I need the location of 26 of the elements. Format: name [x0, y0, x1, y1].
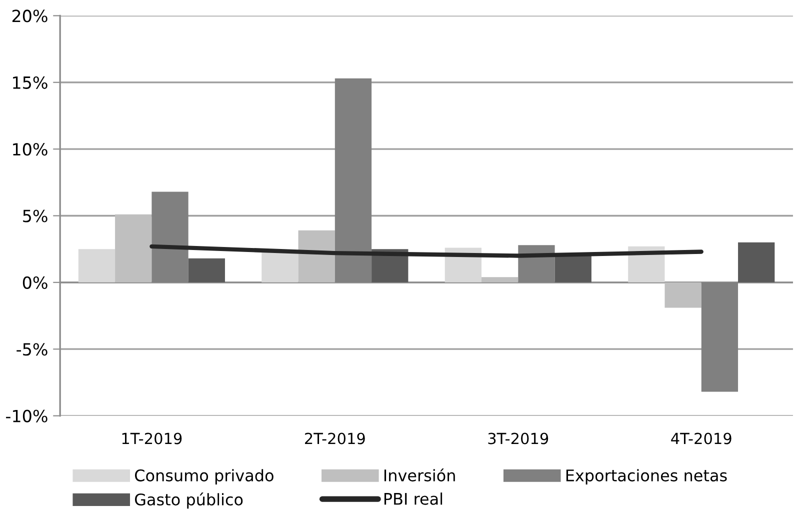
bar — [78, 249, 116, 282]
bar — [115, 214, 152, 282]
x-tick-label: 4T-2019 — [671, 432, 732, 444]
legend-label: PBI real — [384, 492, 442, 505]
legend-label: Gasto público — [135, 492, 243, 509]
bar — [664, 282, 702, 308]
bar — [188, 258, 225, 282]
legend-label: Consumo privado — [135, 469, 274, 485]
legend-label: Inversión — [384, 468, 455, 482]
y-tick-label: 10% — [13, 143, 48, 156]
bar — [262, 252, 298, 282]
bar — [298, 230, 335, 282]
y-tick-label: 15% — [13, 76, 48, 89]
x-tick-label: 2T-2019 — [305, 432, 365, 444]
y-tick-label: -10% — [6, 410, 48, 422]
bar — [554, 256, 592, 282]
y-tick-label: -5% — [16, 343, 48, 356]
bar — [482, 277, 518, 282]
bar — [738, 242, 775, 282]
x-tick-label: 1T-2019 — [122, 432, 182, 444]
x-tick-label: 3T-2019 — [488, 432, 548, 444]
legend-label: Exportaciones netas — [566, 469, 727, 485]
y-tick-label: 0% — [22, 276, 48, 289]
y-tick-label: 5% — [23, 210, 48, 222]
line-series — [150, 244, 704, 258]
y-tick-label: 20% — [12, 10, 48, 22]
